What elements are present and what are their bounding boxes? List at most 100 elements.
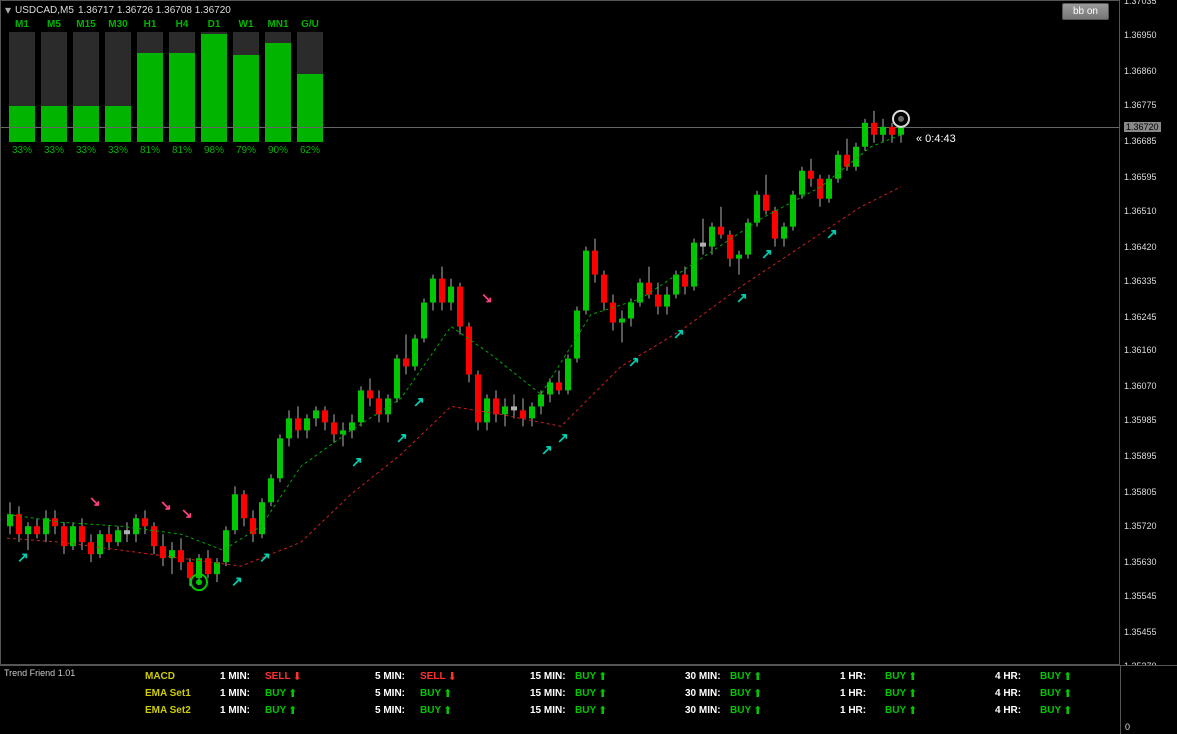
indicator-signal: BUY	[575, 688, 596, 699]
direction-arrow-icon: ⬆	[598, 687, 607, 700]
indicator-name: EMA Set2	[145, 705, 220, 716]
svg-text:↗: ↗	[259, 549, 271, 565]
direction-arrow-icon: ⬆	[1063, 670, 1072, 683]
indicator-timeframe: 1 HR:	[840, 688, 885, 699]
direction-arrow-icon: ⬇	[448, 670, 457, 683]
main-chart-area[interactable]: ▾ USDCAD,M5 1.36717 1.36726 1.36708 1.36…	[0, 0, 1120, 665]
svg-text:↗: ↗	[351, 453, 363, 469]
direction-arrow-icon: ⬆	[1063, 687, 1072, 700]
indicator-timeframe: 4 HR:	[995, 705, 1040, 716]
indicator-timeframe: 5 MIN:	[375, 688, 420, 699]
axis-label: 0	[1125, 722, 1130, 732]
indicator-signal: BUY	[730, 705, 751, 716]
price-axis-label: 1.36860	[1124, 66, 1157, 76]
indicator-signal: BUY	[265, 705, 286, 716]
direction-arrow-icon: ⬆	[908, 687, 917, 700]
indicator-cell: 30 MIN: BUY ⬆	[685, 704, 840, 717]
indicator-name: EMA Set1	[145, 688, 220, 699]
svg-text:↗: ↗	[628, 353, 640, 369]
svg-text:↗: ↗	[396, 429, 408, 445]
price-axis-label: 1.35545	[1124, 591, 1157, 601]
direction-arrow-icon: ⬆	[443, 687, 452, 700]
indicator-cell: 15 MIN: BUY ⬆	[530, 704, 685, 717]
price-axis-label: 1.36510	[1124, 206, 1157, 216]
direction-arrow-icon: ⬆	[908, 704, 917, 717]
price-axis-label: 1.35805	[1124, 487, 1157, 497]
indicator-timeframe: 4 HR:	[995, 671, 1040, 682]
price-axis-label: 1.36070	[1124, 381, 1157, 391]
indicator-cell: 1 MIN: BUY ⬆	[220, 704, 375, 717]
indicator-cell: 1 HR: BUY ⬆	[840, 687, 995, 700]
indicator-signal: BUY	[885, 671, 906, 682]
price-axis-label: 1.35985	[1124, 415, 1157, 425]
price-axis-label: 1.36720	[1124, 122, 1161, 132]
indicator-timeframe: 30 MIN:	[685, 671, 730, 682]
direction-arrow-icon: ⬆	[288, 704, 297, 717]
direction-arrow-icon: ⬆	[753, 670, 762, 683]
indicator-signal: SELL	[265, 671, 291, 682]
svg-text:↗: ↗	[231, 573, 243, 589]
indicator-signal: BUY	[885, 688, 906, 699]
indicator-timeframe: 30 MIN:	[685, 688, 730, 699]
price-axis-label: 1.35895	[1124, 451, 1157, 461]
direction-arrow-icon: ⬆	[598, 670, 607, 683]
price-axis-label: 1.36775	[1124, 100, 1157, 110]
indicator-signal: BUY	[730, 671, 751, 682]
direction-arrow-icon: ⬆	[908, 670, 917, 683]
svg-text:↘: ↘	[89, 493, 101, 509]
direction-arrow-icon: ⬆	[1063, 704, 1072, 717]
indicator-cell: 15 MIN: BUY ⬆	[530, 670, 685, 683]
indicator-timeframe: 5 MIN:	[375, 671, 420, 682]
price-axis-label: 1.36420	[1124, 242, 1157, 252]
price-axis-label: 1.37035	[1124, 0, 1157, 6]
svg-text:↗: ↗	[736, 290, 748, 306]
direction-arrow-icon: ⬇	[293, 670, 302, 683]
indicator-cell: 5 MIN: BUY ⬆	[375, 687, 530, 700]
svg-text:↘: ↘	[181, 505, 193, 521]
indicator-row: EMA Set1 1 MIN: BUY ⬆ 5 MIN: BUY ⬆ 15 MI…	[145, 687, 1150, 700]
indicator-signal: BUY	[265, 688, 286, 699]
price-axis-label: 1.36950	[1124, 30, 1157, 40]
indicator-panel: Trend Friend 1.01 MACD 1 MIN: SELL ⬇ 5 M…	[0, 665, 1177, 733]
indicator-timeframe: 1 HR:	[840, 705, 885, 716]
direction-arrow-icon: ⬆	[753, 704, 762, 717]
indicator-timeframe: 15 MIN:	[530, 671, 575, 682]
indicator-signal: SELL	[420, 671, 446, 682]
price-axis-label: 1.35455	[1124, 627, 1157, 637]
indicator-cell: 30 MIN: BUY ⬆	[685, 670, 840, 683]
svg-text:↗: ↗	[17, 549, 29, 565]
indicator-signal: BUY	[420, 705, 441, 716]
price-axis-label: 1.36245	[1124, 312, 1157, 322]
indicator-row: MACD 1 MIN: SELL ⬇ 5 MIN: SELL ⬇ 15 MIN:…	[145, 670, 1150, 683]
direction-arrow-icon: ⬆	[598, 704, 607, 717]
price-axis: 1.37035 1.36950 1.36860 1.36775 1.36720 1.366…	[1119, 1, 1176, 666]
svg-text:↘: ↘	[481, 290, 493, 306]
indicator-cell: 1 HR: BUY ⬆	[840, 704, 995, 717]
price-axis-label: 1.36685	[1124, 136, 1157, 146]
indicator-timeframe: 1 HR:	[840, 671, 885, 682]
svg-text:↗: ↗	[673, 325, 685, 341]
indicator-signal: BUY	[730, 688, 751, 699]
indicator-cell: 1 HR: BUY ⬆	[840, 670, 995, 683]
indicator-signal: BUY	[1040, 671, 1061, 682]
indicator-signal: BUY	[420, 688, 441, 699]
indicator-signal: BUY	[575, 671, 596, 682]
indicator-timeframe: 15 MIN:	[530, 705, 575, 716]
direction-arrow-icon: ⬆	[443, 704, 452, 717]
indicator-name: MACD	[145, 671, 220, 682]
price-axis-label: 1.36335	[1124, 276, 1157, 286]
candlestick-chart[interactable]: ↗↘↘↘↗↗↗↗↗↘↗↗↗↗↗↗↗	[1, 1, 1121, 666]
svg-text:↗: ↗	[541, 441, 553, 457]
svg-text:↘: ↘	[160, 497, 172, 513]
indicator-timeframe: 1 MIN:	[220, 688, 265, 699]
price-axis-label: 1.36160	[1124, 345, 1157, 355]
panel-title: Trend Friend 1.01	[4, 668, 75, 678]
indicator-signal: BUY	[885, 705, 906, 716]
indicator-timeframe: 1 MIN:	[220, 705, 265, 716]
indicator-signal: BUY	[1040, 705, 1061, 716]
indicator-timeframe: 5 MIN:	[375, 705, 420, 716]
indicator-timeframe: 1 MIN:	[220, 671, 265, 682]
svg-text:↗: ↗	[826, 226, 838, 242]
indicator-cell: 1 MIN: BUY ⬆	[220, 687, 375, 700]
price-axis-label: 1.36595	[1124, 172, 1157, 182]
